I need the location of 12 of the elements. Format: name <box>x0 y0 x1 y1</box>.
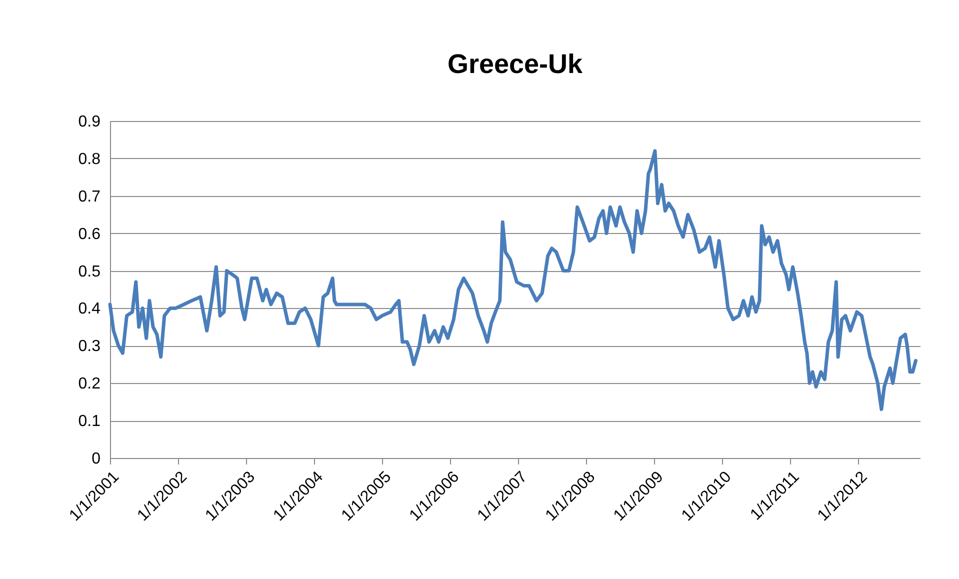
y-tick-label: 0.8 <box>78 150 101 168</box>
y-tick-label: 0.4 <box>78 300 101 318</box>
line-series <box>108 149 918 412</box>
y-tick-label: 0.7 <box>78 188 101 206</box>
y-tick-label: 0 <box>92 450 101 468</box>
y-tick-label: 0.2 <box>78 376 101 393</box>
y-tick-label: 0.6 <box>78 226 101 243</box>
y-tick-label: 0.1 <box>78 413 101 430</box>
y-tick-label: 0.5 <box>78 263 101 280</box>
chart-title: Greece-Uk <box>447 49 584 79</box>
y-tick-label: 0.9 <box>78 114 101 130</box>
y-tick-label: 0.3 <box>78 338 101 356</box>
